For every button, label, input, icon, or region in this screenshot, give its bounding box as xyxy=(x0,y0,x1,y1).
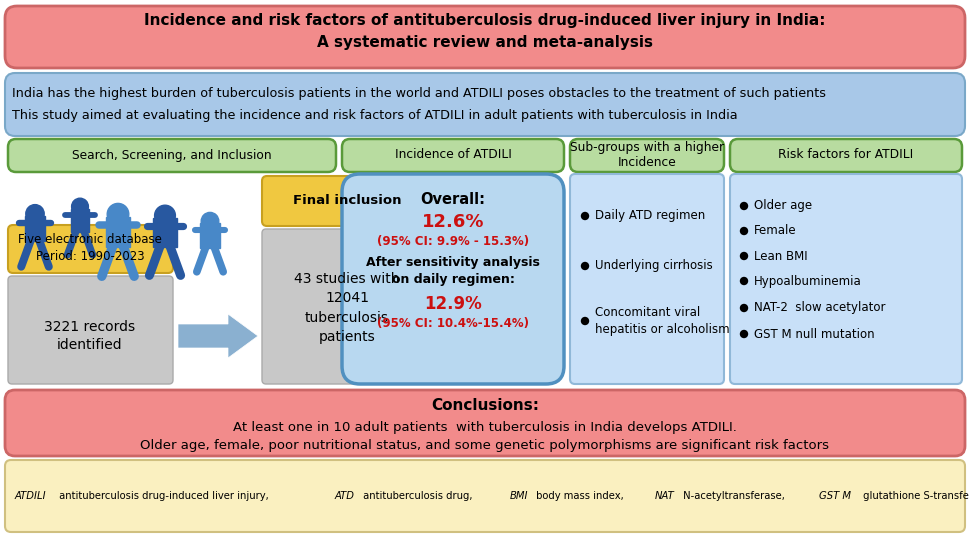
Circle shape xyxy=(154,205,175,226)
Circle shape xyxy=(201,212,219,230)
Bar xyxy=(24,216,46,241)
Text: antituberculosis drug-induced liver injury,: antituberculosis drug-induced liver inju… xyxy=(56,491,271,501)
FancyBboxPatch shape xyxy=(8,225,172,273)
Text: body mass index,: body mass index, xyxy=(533,491,626,501)
Text: ATD: ATD xyxy=(334,491,354,501)
Text: ATDILI: ATDILI xyxy=(15,491,47,501)
Circle shape xyxy=(739,304,747,311)
FancyBboxPatch shape xyxy=(570,139,723,172)
Circle shape xyxy=(739,331,747,338)
Circle shape xyxy=(72,198,88,215)
Text: Overall:: Overall: xyxy=(421,192,485,207)
Text: Incidence and risk factors of antituberculosis drug-induced liver injury in Indi: Incidence and risk factors of antituberc… xyxy=(144,12,825,27)
Bar xyxy=(106,217,130,247)
Text: This study aimed at evaluating the incidence and risk factors of ATDILI in adult: This study aimed at evaluating the incid… xyxy=(12,109,736,123)
Circle shape xyxy=(739,227,747,235)
Text: 43 studies with
12041
tuberculosis
patients: 43 studies with 12041 tuberculosis patie… xyxy=(294,272,399,344)
Text: glutathione S-transferases: glutathione S-transferases xyxy=(860,491,969,501)
FancyBboxPatch shape xyxy=(570,174,723,384)
Text: Concomitant viral
hepatitis or alcoholism: Concomitant viral hepatitis or alcoholis… xyxy=(594,307,729,336)
FancyBboxPatch shape xyxy=(8,139,335,172)
Bar xyxy=(153,218,176,247)
Circle shape xyxy=(580,317,588,324)
Circle shape xyxy=(580,212,588,220)
FancyBboxPatch shape xyxy=(5,390,964,456)
Text: Underlying cirrhosis: Underlying cirrhosis xyxy=(594,259,712,272)
Text: BMI: BMI xyxy=(509,491,527,501)
Circle shape xyxy=(26,205,45,223)
Text: Incidence of ATDILI: Incidence of ATDILI xyxy=(394,148,511,161)
Circle shape xyxy=(108,203,129,225)
Text: NAT: NAT xyxy=(654,491,673,501)
Text: Older age: Older age xyxy=(753,199,811,212)
Circle shape xyxy=(580,263,588,270)
Text: Lean BMI: Lean BMI xyxy=(753,249,807,263)
Text: 12.6%: 12.6% xyxy=(422,213,484,231)
Text: Female: Female xyxy=(753,225,796,237)
Text: After sensitivity analysis
on daily regimen:: After sensitivity analysis on daily regi… xyxy=(365,256,540,286)
FancyBboxPatch shape xyxy=(262,176,431,226)
Text: Sub-groups with a higher
Incidence: Sub-groups with a higher Incidence xyxy=(570,140,723,169)
FancyBboxPatch shape xyxy=(5,6,964,68)
Text: Hypoalbuminemia: Hypoalbuminemia xyxy=(753,274,860,287)
FancyBboxPatch shape xyxy=(5,73,964,136)
Text: GST M null mutation: GST M null mutation xyxy=(753,327,874,340)
Text: Daily ATD regimen: Daily ATD regimen xyxy=(594,210,704,222)
Text: (95% CI: 9.9% - 15.3%): (95% CI: 9.9% - 15.3%) xyxy=(377,235,528,249)
Circle shape xyxy=(739,203,747,210)
Text: Final inclusion: Final inclusion xyxy=(293,193,401,206)
Text: Older age, female, poor nutritional status, and some genetic polymorphisms are s: Older age, female, poor nutritional stat… xyxy=(141,440,828,452)
Circle shape xyxy=(739,252,747,259)
FancyBboxPatch shape xyxy=(730,139,961,172)
Circle shape xyxy=(739,278,747,285)
Text: 3221 records
identified: 3221 records identified xyxy=(45,320,136,352)
FancyBboxPatch shape xyxy=(8,276,172,384)
Text: Risk factors for ATDILI: Risk factors for ATDILI xyxy=(777,148,913,161)
Text: Conclusions:: Conclusions: xyxy=(430,398,539,413)
Text: antituberculosis drug,: antituberculosis drug, xyxy=(359,491,476,501)
Text: Search, Screening, and Inclusion: Search, Screening, and Inclusion xyxy=(72,148,271,161)
FancyBboxPatch shape xyxy=(730,174,961,384)
Text: NAT-2  slow acetylator: NAT-2 slow acetylator xyxy=(753,301,885,315)
Text: (95% CI: 10.4%-15.4%): (95% CI: 10.4%-15.4%) xyxy=(377,317,528,331)
FancyBboxPatch shape xyxy=(262,229,431,384)
Text: 12.9%: 12.9% xyxy=(423,295,482,313)
Polygon shape xyxy=(178,314,258,358)
FancyBboxPatch shape xyxy=(342,174,563,384)
Text: GST M: GST M xyxy=(819,491,851,501)
FancyBboxPatch shape xyxy=(5,460,964,532)
Bar xyxy=(200,224,220,248)
Text: Five electronic database
Period: 1990-2023: Five electronic database Period: 1990-20… xyxy=(18,233,162,263)
Text: A systematic review and meta-analysis: A systematic review and meta-analysis xyxy=(317,34,652,49)
FancyBboxPatch shape xyxy=(342,139,563,172)
Text: N-acetyltransferase,: N-acetyltransferase, xyxy=(679,491,787,501)
Text: At least one in 10 adult patients  with tuberculosis in India develops ATDILI.: At least one in 10 adult patients with t… xyxy=(233,421,736,435)
Text: India has the highest burden of tuberculosis patients in the world and ATDILI po: India has the highest burden of tubercul… xyxy=(12,86,826,100)
Bar xyxy=(71,209,89,232)
